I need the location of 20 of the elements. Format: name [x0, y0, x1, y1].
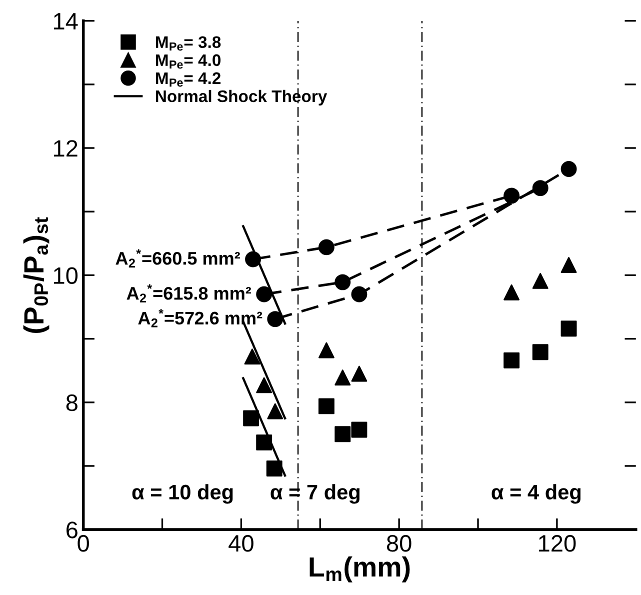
x-tick-label: 120 [539, 535, 576, 552]
legend-label: Normal Shock Theory [156, 90, 328, 106]
y-axis-title: (P$_{0P}$/P$_{a}$)$_{st}$ [23, 217, 50, 333]
legend-label: M$_{Pe}$= 4.0 [156, 54, 221, 69]
y-tick-label: 8 [66, 394, 78, 412]
x-tick-label: 0 [78, 535, 89, 552]
x-axis-title: L$_{m}$(mm) [310, 556, 410, 582]
x-tick-label: 80 [386, 535, 412, 552]
annotation: α = 10 deg [132, 484, 233, 504]
y-tick-label: 10 [54, 267, 78, 284]
annotation: A$_{2}$$^{*}$=572.6 mm² [138, 309, 262, 328]
annotation: A$_{2}$$^{*}$=660.5 mm² [116, 249, 240, 268]
legend-label: M$_{Pe}$= 3.8 [156, 36, 221, 51]
annotation: α = 4 deg [492, 484, 581, 504]
legend-label: M$_{Pe}$= 4.2 [156, 72, 221, 87]
annotation: A$_{2}$$^{*}$=615.8 mm² [126, 284, 252, 302]
y-tick-label: 14 [54, 13, 78, 30]
y-tick-label: 12 [54, 140, 78, 157]
x-tick-label: 40 [228, 535, 254, 552]
y-tick-label: 6 [66, 522, 78, 538]
